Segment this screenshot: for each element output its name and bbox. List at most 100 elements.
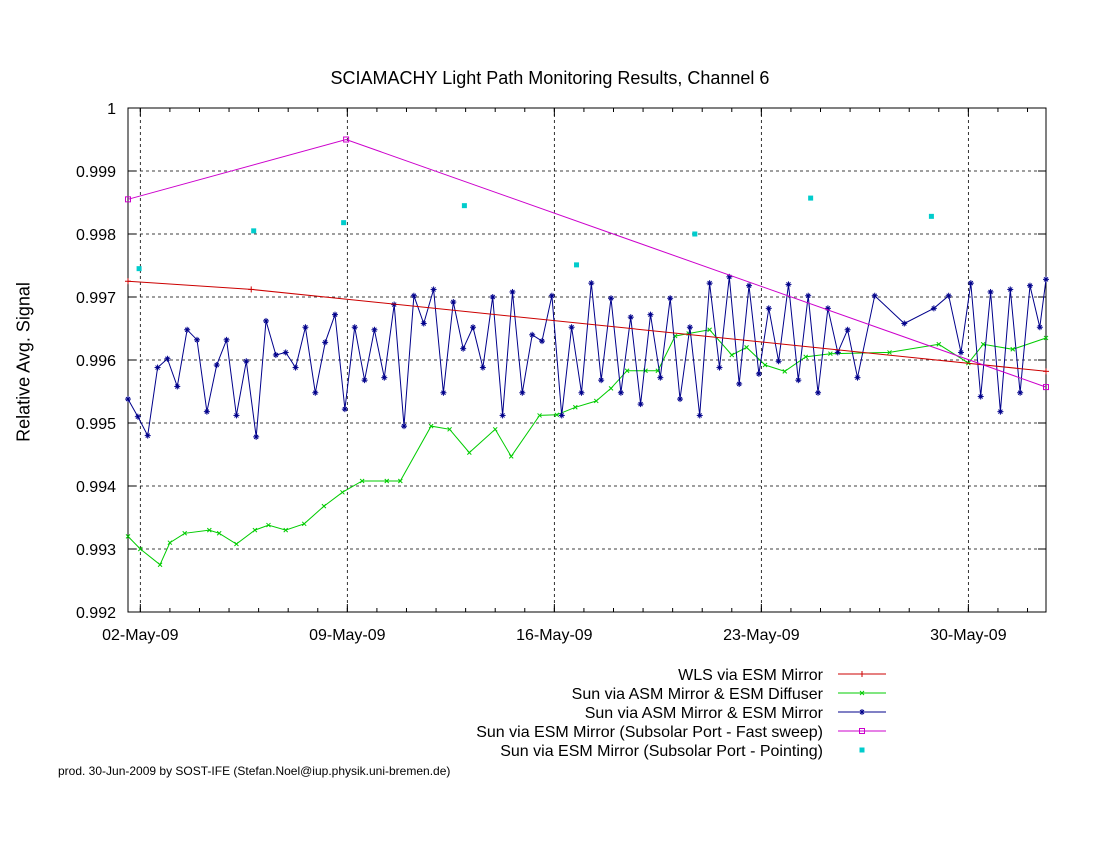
series-3-point (401, 423, 408, 430)
series-3-point-b (1037, 324, 1043, 330)
series-2-point-b (980, 341, 986, 347)
series-3-point (598, 377, 605, 384)
series-3-point (568, 324, 575, 331)
series-3-point (785, 281, 792, 288)
legend-marker-1 (859, 671, 865, 677)
series-3-point (677, 396, 684, 403)
series-3-point (844, 326, 851, 333)
series-3-point (292, 364, 299, 371)
series-2-point-b (283, 527, 289, 533)
series-3-point-b (628, 314, 634, 320)
series-2-point (887, 350, 892, 355)
series-3-point-b (204, 409, 210, 415)
series-3-point-b (401, 423, 407, 429)
series-2-point-b (887, 350, 892, 355)
series-2-point-b (1043, 335, 1049, 341)
series-3-point (529, 331, 536, 338)
series-5-point-dot (692, 231, 698, 237)
series-3-point-b (598, 377, 604, 383)
series-2-point (782, 368, 788, 374)
series-3-point-b (174, 384, 180, 389)
series-3-point (499, 412, 506, 419)
legend-label-3: Sun via ASM Mirror & ESM Mirror (585, 705, 824, 722)
series-3-point-b (135, 414, 141, 420)
series-3-point (901, 320, 908, 327)
series-2-point (397, 478, 403, 484)
series-3-point (558, 412, 565, 419)
series-2-point-b (828, 351, 833, 357)
series-3-point (696, 412, 703, 419)
series-2-point-b (572, 404, 578, 410)
series-3-point (154, 364, 161, 371)
series-3-point (617, 389, 624, 396)
series-3-point (1007, 286, 1014, 293)
series-3-point (548, 292, 555, 299)
series-3-point-b (736, 381, 742, 387)
series-2-point (182, 530, 188, 536)
series-3-point-b (968, 280, 974, 286)
series-2-point-b (707, 327, 712, 333)
series-3-point (755, 370, 762, 377)
series-3-point-b (263, 318, 269, 324)
series-2-point-b (428, 423, 434, 429)
legend-label-5: Sun via ESM Mirror (Subsolar Port - Poin… (500, 743, 823, 760)
series-3-point (1036, 324, 1043, 331)
series-3-point (410, 292, 417, 299)
series-3-point (1043, 276, 1049, 283)
x-tick-label: 09-May-09 (309, 627, 386, 644)
series-3-point (430, 286, 437, 293)
series-3-point (657, 374, 664, 381)
series-3-point-b (805, 293, 811, 299)
series-3-point (134, 413, 141, 420)
series-3-point-b (697, 413, 703, 418)
series-3-point (716, 364, 723, 371)
series-2-point-b (234, 541, 239, 547)
series-3-point-b (519, 390, 525, 396)
series-5-point (574, 262, 580, 268)
series-4-point (1043, 384, 1049, 391)
series-3-point (667, 295, 674, 302)
series-3-point-b (988, 289, 993, 295)
series-3-point-b (352, 324, 358, 330)
series-3-point (332, 311, 339, 318)
series-3-point-b (293, 365, 298, 370)
series-2-point (266, 522, 271, 528)
series-1-point (1043, 368, 1049, 375)
series-2-point-b (729, 352, 735, 358)
series-2-point (707, 327, 712, 333)
series-3-point (253, 433, 260, 440)
series-3-point (460, 345, 467, 352)
series-3-point (213, 362, 220, 369)
series-3-point-b (766, 305, 772, 311)
series-3-point-b (342, 406, 348, 412)
series-2-point-b (137, 546, 143, 552)
series-3-point (282, 349, 289, 356)
series-5-point (341, 220, 347, 226)
series-3-point-b (618, 390, 624, 396)
series-2-point-b (167, 540, 173, 546)
series-3-point-b (421, 321, 427, 326)
series-3-point-b (1043, 277, 1049, 282)
series-5-point-dot (808, 195, 814, 201)
series-5-point (928, 213, 934, 219)
series-4-point-box (343, 136, 350, 143)
series-3-point-b (362, 377, 367, 383)
series-2-point (744, 345, 749, 350)
series-3-point-b (855, 375, 860, 380)
series-5-point (136, 266, 142, 272)
series-3-point (746, 282, 753, 289)
series-5-point-dot (251, 228, 257, 234)
legend-label-2: Sun via ASM Mirror & ESM Diffuser (572, 686, 824, 703)
series-4-point (125, 196, 131, 203)
series-3-point-b (322, 340, 328, 345)
series-2-point-b (301, 521, 307, 527)
series-3-point-b (569, 324, 574, 330)
legend-marker-3 (859, 709, 865, 715)
y-tick-label: 0.997 (76, 290, 116, 307)
series-3-point (371, 326, 378, 333)
series-3-point-b (978, 394, 984, 399)
series-3-point (588, 280, 595, 287)
series-3-point (420, 320, 427, 327)
series-3-point-b (657, 375, 663, 380)
series-2-point-b (466, 450, 472, 455)
